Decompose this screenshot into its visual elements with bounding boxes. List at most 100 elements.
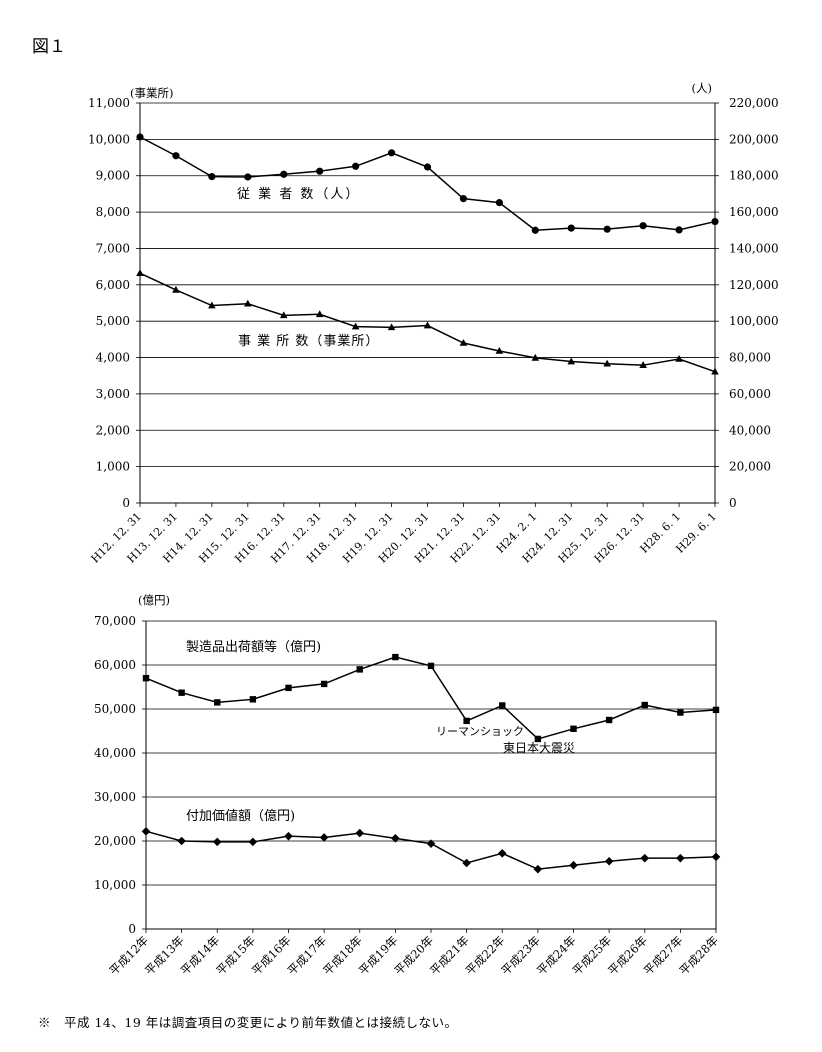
data-point	[244, 299, 252, 307]
data-point	[495, 199, 503, 207]
data-point	[423, 321, 432, 329]
chart-establishments-employees: 0 1,000 2,000 3,000 4,000 5,000 6,000 7,000 8,00…	[88, 81, 779, 565]
left-tick-label: 2,000	[96, 423, 130, 437]
data-point	[711, 217, 719, 226]
data-point	[603, 359, 611, 367]
left-tick-label: 7,000	[96, 241, 130, 255]
right-tick-label: 180,000	[729, 169, 779, 183]
data-point	[136, 269, 144, 276]
data-point	[423, 163, 432, 171]
data-point	[214, 699, 221, 706]
annotation-lehman-shock: リーマンショック	[436, 725, 524, 738]
data-point	[319, 833, 329, 842]
data-point	[459, 195, 468, 203]
data-point	[172, 285, 180, 293]
data-point	[249, 696, 257, 703]
data-point	[604, 856, 614, 866]
series-line	[145, 830, 717, 870]
right-tick-label: 40,000	[729, 423, 771, 437]
data-point	[177, 836, 186, 846]
data-point	[392, 653, 399, 661]
left-tick-label: 3,000	[96, 387, 130, 401]
data-point	[711, 367, 719, 375]
data-point	[499, 702, 506, 709]
data-point	[280, 170, 288, 178]
right-tick-label: 0	[729, 496, 737, 510]
left-tick-label: 4,000	[96, 351, 130, 365]
data-point	[463, 717, 470, 725]
data-point	[208, 301, 216, 309]
data-point	[391, 834, 400, 843]
data-point	[605, 716, 613, 724]
data-point	[279, 311, 288, 319]
right-tick-label: 120,000	[729, 278, 779, 292]
left-unit-label: (事業所)	[130, 86, 173, 100]
right-tick-label: 160,000	[729, 205, 779, 219]
y-tick-label: 50,000	[94, 702, 136, 716]
left-tick-label: 10,000	[88, 132, 130, 146]
data-point	[352, 162, 360, 170]
data-point	[533, 864, 543, 874]
data-point	[570, 725, 577, 732]
data-point	[284, 831, 293, 841]
right-tick-label: 60,000	[729, 387, 771, 401]
right-tick-label: 200,000	[729, 132, 779, 146]
data-point	[178, 689, 185, 696]
data-point	[208, 173, 216, 181]
data-point	[426, 839, 436, 848]
series-label-shipments: 製造品出荷額等（億円)	[186, 639, 321, 655]
y-tick-label: 70,000	[94, 614, 136, 628]
right-unit-label: (人)	[692, 81, 712, 95]
y-tick-label: 40,000	[94, 746, 136, 760]
footnote: ※ 平成 14、19 年は調査項目の変更により前年数値とは接続しない。	[38, 1015, 458, 1030]
data-point	[462, 858, 471, 868]
data-point	[172, 152, 180, 160]
data-point	[315, 310, 324, 318]
y-unit-label: (億円)	[138, 593, 170, 607]
data-point	[136, 133, 144, 141]
data-point	[676, 853, 685, 863]
data-point	[531, 353, 540, 361]
data-point	[351, 322, 360, 330]
data-point	[675, 355, 683, 362]
data-point	[248, 837, 258, 847]
data-point	[567, 224, 575, 232]
data-point	[497, 849, 507, 858]
data-point	[387, 149, 396, 157]
data-point	[355, 828, 365, 838]
y-tick-label: 30,000	[94, 790, 136, 804]
y-tick-label: 0	[128, 922, 136, 936]
data-point	[712, 706, 720, 714]
left-tick-label: 0	[122, 496, 130, 510]
data-point	[141, 827, 151, 836]
right-tick-label: 140,000	[729, 241, 779, 255]
data-point	[316, 167, 324, 175]
data-point	[356, 666, 363, 673]
series-label-value-added: 付加価値額（億円)	[186, 808, 295, 824]
data-point	[641, 701, 648, 709]
y-tick-label: 60,000	[94, 658, 136, 672]
right-tick-label: 80,000	[729, 351, 771, 365]
annotation-earthquake: 東日本大震災	[503, 741, 575, 755]
data-point	[567, 357, 576, 365]
series-label-employees: 従 業 者 数（人）	[237, 186, 360, 202]
left-tick-label: 11,000	[88, 96, 130, 110]
data-point	[569, 860, 578, 870]
data-point	[677, 709, 684, 716]
right-tick-label: 20,000	[729, 460, 771, 474]
y-tick-label: 10,000	[94, 878, 136, 892]
data-point	[639, 222, 647, 230]
data-point	[640, 853, 650, 863]
right-tick-label: 220,000	[729, 96, 779, 110]
data-point	[427, 662, 435, 670]
data-point	[711, 852, 721, 862]
right-tick-label: 100,000	[729, 314, 779, 328]
data-point	[459, 339, 468, 346]
data-point	[320, 680, 328, 688]
data-point	[534, 735, 542, 743]
data-point	[244, 173, 252, 181]
x-tick-label: 平成28年	[676, 933, 721, 978]
figure-title: 図１	[32, 37, 66, 57]
series-line	[145, 656, 717, 740]
